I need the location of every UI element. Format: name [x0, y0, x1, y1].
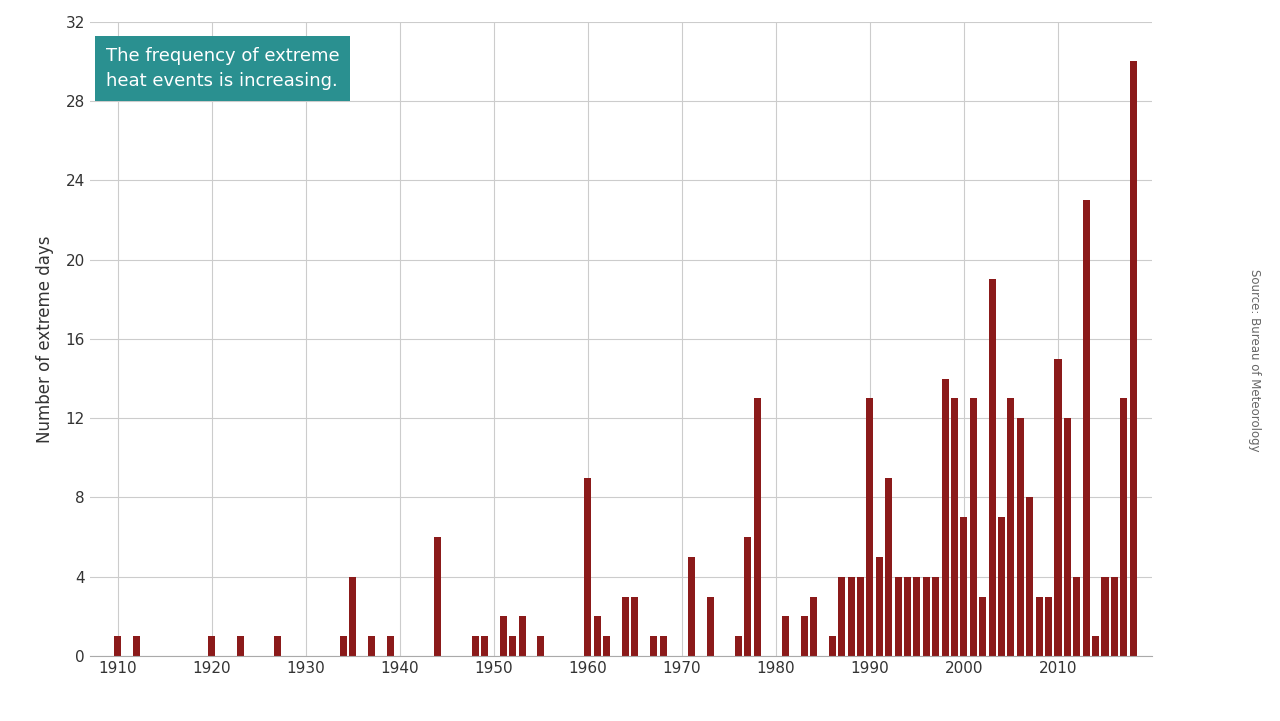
- Bar: [659, 637, 667, 656]
- Bar: [1073, 577, 1080, 656]
- Bar: [1130, 61, 1137, 656]
- Bar: [867, 398, 873, 656]
- Bar: [858, 577, 864, 656]
- Bar: [744, 537, 751, 656]
- Bar: [133, 637, 140, 656]
- Bar: [960, 518, 968, 656]
- Bar: [114, 637, 122, 656]
- Bar: [434, 537, 442, 656]
- Bar: [369, 637, 375, 656]
- Bar: [650, 637, 657, 656]
- Bar: [471, 637, 479, 656]
- Bar: [1007, 398, 1015, 656]
- Bar: [1027, 497, 1033, 656]
- Bar: [622, 597, 628, 656]
- Bar: [800, 616, 808, 656]
- Bar: [942, 379, 948, 656]
- Bar: [499, 616, 507, 656]
- Bar: [1036, 597, 1043, 656]
- Bar: [735, 637, 742, 656]
- Bar: [970, 398, 977, 656]
- Bar: [274, 637, 282, 656]
- Bar: [895, 577, 901, 656]
- Bar: [754, 398, 760, 656]
- Bar: [876, 557, 883, 656]
- Bar: [209, 637, 215, 656]
- Text: Source: Bureau of Meteorology: Source: Bureau of Meteorology: [1248, 269, 1261, 452]
- Bar: [810, 597, 817, 656]
- Bar: [687, 557, 695, 656]
- Bar: [847, 577, 855, 656]
- Bar: [979, 597, 987, 656]
- Bar: [1092, 637, 1100, 656]
- Bar: [829, 637, 836, 656]
- Bar: [481, 637, 488, 656]
- Bar: [1055, 358, 1061, 656]
- Bar: [1120, 398, 1128, 656]
- Bar: [707, 597, 714, 656]
- Bar: [951, 398, 959, 656]
- Text: The frequency of extreme
heat events is increasing.: The frequency of extreme heat events is …: [105, 47, 339, 90]
- Bar: [923, 577, 929, 656]
- Bar: [538, 637, 544, 656]
- Bar: [340, 637, 347, 656]
- Bar: [585, 478, 591, 656]
- Bar: [1044, 597, 1052, 656]
- Bar: [914, 577, 920, 656]
- Bar: [594, 616, 600, 656]
- Y-axis label: Number of extreme days: Number of extreme days: [36, 235, 54, 443]
- Bar: [782, 616, 788, 656]
- Bar: [988, 279, 996, 656]
- Bar: [518, 616, 526, 656]
- Bar: [932, 577, 940, 656]
- Bar: [1102, 577, 1108, 656]
- Bar: [509, 637, 516, 656]
- Bar: [998, 518, 1005, 656]
- Bar: [838, 577, 845, 656]
- Bar: [1064, 418, 1071, 656]
- Bar: [237, 637, 243, 656]
- Bar: [1083, 200, 1089, 656]
- Bar: [631, 597, 639, 656]
- Bar: [886, 478, 892, 656]
- Bar: [603, 637, 611, 656]
- Bar: [349, 577, 356, 656]
- Bar: [1111, 577, 1117, 656]
- Bar: [904, 577, 911, 656]
- Bar: [387, 637, 394, 656]
- Bar: [1016, 418, 1024, 656]
